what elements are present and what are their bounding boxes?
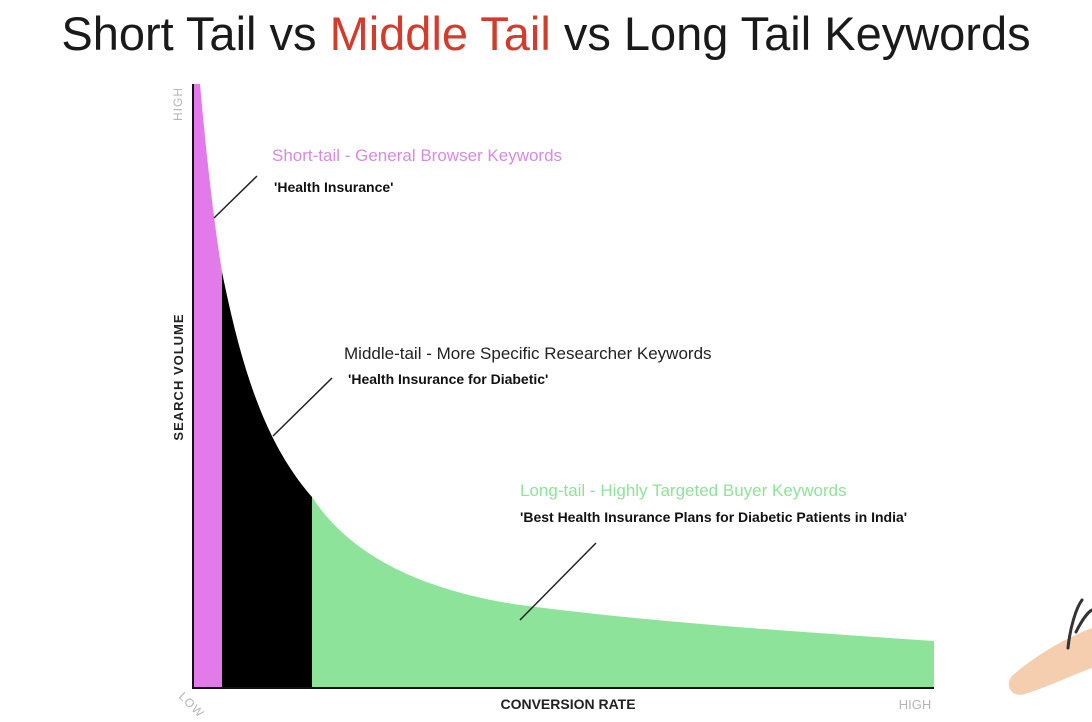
long-tail-area (312, 497, 934, 688)
middle-tail-area (222, 272, 312, 688)
short-tail-heading: Short-tail - General Browser Keywords (272, 146, 562, 165)
short-tail-pointer (213, 175, 258, 219)
middle-tail-heading: Middle-tail - More Specific Researcher K… (344, 344, 712, 363)
short-tail-area (193, 84, 222, 688)
x-axis-high-label: HIGH (899, 697, 932, 712)
x-axis-low-label: LOW (176, 689, 207, 720)
x-axis-title: CONVERSION RATE (500, 696, 635, 712)
title-part-1: Short Tail vs (61, 7, 330, 60)
title-accent: Middle Tail (329, 7, 551, 60)
middle-tail-example: 'Health Insurance for Diabetic' (348, 371, 548, 387)
y-axis-title: SEARCH VOLUME (171, 313, 186, 440)
long-tail-pointer (519, 542, 597, 621)
y-axis-high-label: HIGH (171, 87, 185, 121)
page-title: Short Tail vs Middle Tail vs Long Tail K… (0, 6, 1092, 61)
corner-brush-decoration (1008, 628, 1092, 695)
title-part-2: vs Long Tail Keywords (550, 7, 1031, 60)
middle-tail-pointer (272, 377, 333, 437)
long-tail-example: 'Best Health Insurance Plans for Diabeti… (520, 509, 907, 525)
short-tail-example: 'Health Insurance' (274, 179, 393, 195)
corner-script-decoration (1066, 598, 1092, 650)
long-tail-heading: Long-tail - Highly Targeted Buyer Keywor… (520, 481, 847, 500)
